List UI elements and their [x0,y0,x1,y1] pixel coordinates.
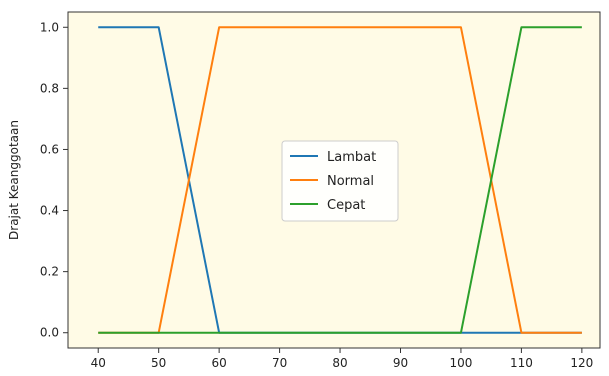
y-tick-label: 0.4 [40,204,59,218]
series-line-cepat [98,26,582,334]
legend: Lambat Normal Cepat [281,140,399,222]
legend-label-cepat: Cepat [327,198,365,213]
y-tick-label: 0.6 [40,142,59,156]
x-tick-label: 70 [272,356,287,370]
y-tick-label: 1.0 [40,20,59,34]
legend-label-lambat: Lambat [327,150,376,165]
legend-label-normal: Normal [327,174,374,189]
y-axis-label: Drajat Keanggotaan [7,120,21,240]
x-tick-label: 100 [450,356,473,370]
x-tick-label: 120 [570,356,593,370]
x-tick-label: 50 [151,356,166,370]
x-tick-label: 90 [393,356,408,370]
x-tick-label: 40 [91,356,106,370]
y-tick-label: 0.0 [40,326,59,340]
x-tick-label: 80 [332,356,347,370]
y-axis: 0.0 0.2 0.4 0.6 0.8 1.0 [40,20,68,340]
x-tick-label: 110 [510,356,533,370]
series-layer [98,26,582,334]
x-axis: 40 50 60 70 80 90 100 110 120 [91,348,593,370]
y-tick-label: 0.8 [40,81,59,95]
y-tick-label: 0.2 [40,265,59,279]
legend-box [281,140,399,222]
x-tick-label: 60 [211,356,226,370]
